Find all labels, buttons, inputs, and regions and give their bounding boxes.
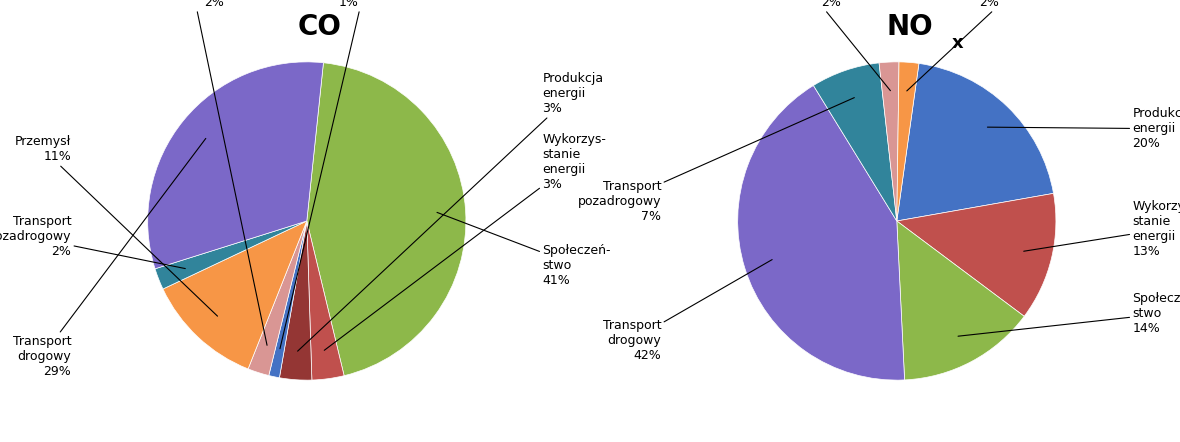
Text: Wykorzys-
stanie
energii
13%: Wykorzys- stanie energii 13% [1024, 200, 1180, 258]
Wedge shape [738, 85, 905, 380]
Text: CO: CO [297, 13, 341, 41]
Text: Rolnictwo
2%: Rolnictwo 2% [164, 0, 267, 345]
Wedge shape [897, 64, 1054, 221]
Wedge shape [897, 193, 1056, 316]
Wedge shape [155, 221, 307, 289]
Wedge shape [163, 221, 307, 369]
Wedge shape [307, 63, 466, 376]
Text: Produkcja
energii
20%: Produkcja energii 20% [988, 107, 1180, 150]
Text: Przemysł
11%: Przemysł 11% [15, 135, 217, 316]
Text: Transport
drogowy
29%: Transport drogowy 29% [13, 138, 205, 378]
Text: Transport
drogowy
42%: Transport drogowy 42% [603, 259, 772, 362]
Text: Przemysł
2%: Przemysł 2% [785, 0, 891, 91]
Wedge shape [879, 62, 899, 221]
Wedge shape [813, 63, 897, 221]
Text: NO: NO [886, 13, 933, 41]
Wedge shape [897, 62, 919, 221]
Wedge shape [248, 221, 307, 376]
Text: Wykorzys-
stanie
energii
3%: Wykorzys- stanie energii 3% [324, 133, 607, 351]
Text: Odpady
1%: Odpady 1% [280, 0, 387, 349]
Wedge shape [148, 62, 323, 269]
Text: Rolnictwo
2%: Rolnictwo 2% [906, 0, 1040, 91]
Wedge shape [269, 221, 307, 378]
Text: Transport
pozadrogowy
2%: Transport pozadrogowy 2% [0, 215, 185, 269]
Text: Społeczeń-
stwo
41%: Społeczeń- stwo 41% [437, 213, 611, 287]
Wedge shape [897, 221, 1024, 380]
Text: x: x [951, 34, 963, 52]
Text: Produkcja
energii
3%: Produkcja energii 3% [297, 72, 603, 351]
Wedge shape [280, 221, 312, 380]
Wedge shape [307, 221, 345, 380]
Text: Transport
pozadrogowy
7%: Transport pozadrogowy 7% [578, 98, 854, 223]
Text: Społeczeń-
stwo
14%: Społeczeń- stwo 14% [958, 292, 1180, 336]
